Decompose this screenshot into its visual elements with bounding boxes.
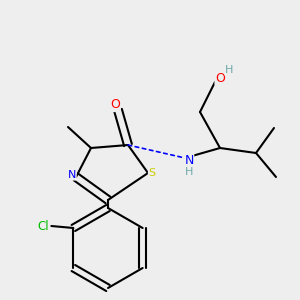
Text: S: S bbox=[148, 168, 156, 178]
Text: O: O bbox=[110, 98, 120, 112]
Text: N: N bbox=[68, 170, 76, 180]
Text: O: O bbox=[215, 71, 225, 85]
Text: N: N bbox=[184, 154, 194, 166]
Text: H: H bbox=[225, 65, 233, 75]
Text: Cl: Cl bbox=[38, 220, 49, 232]
Text: H: H bbox=[185, 167, 193, 177]
